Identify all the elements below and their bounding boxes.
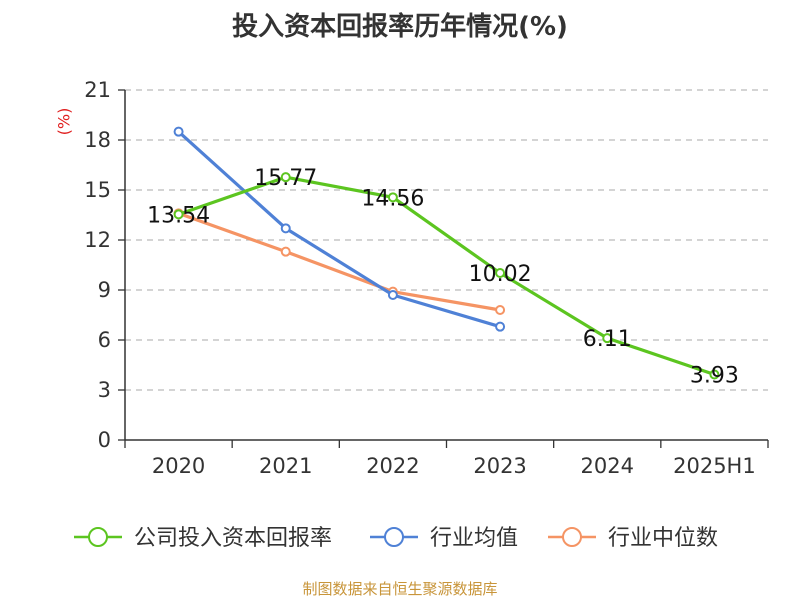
data-point — [495, 305, 506, 315]
y-tick-label: 12 — [84, 228, 111, 252]
x-tick-label: 2024 — [581, 454, 634, 478]
y-tick-label: 0 — [98, 428, 111, 452]
x-tick-label: 2021 — [259, 454, 312, 478]
y-tick-label: 21 — [84, 78, 111, 102]
source-note: 制图数据来自恒生聚源数据库 — [302, 580, 498, 598]
data-label: 6.11 — [583, 327, 632, 352]
legend: 公司投入资本回报率 行业均值 行业中位数 — [74, 526, 718, 551]
data-point — [495, 268, 506, 278]
x-tick-label: 2022 — [366, 454, 419, 478]
y-tick-label: 6 — [98, 328, 111, 352]
legend-marker — [88, 527, 108, 547]
series-line — [177, 130, 501, 329]
data-point — [602, 333, 613, 344]
y-tick-label: 3 — [98, 378, 111, 402]
data-point — [280, 223, 291, 234]
legend-label: 行业中位数 — [608, 526, 718, 551]
data-point — [280, 246, 291, 257]
data-label: 10.02 — [469, 262, 532, 287]
y-tick-label: 15 — [84, 178, 111, 202]
chart-title: 投入资本回报率历年情况(%) — [232, 12, 568, 42]
y-tick-label: 18 — [84, 128, 111, 152]
series-line — [178, 175, 715, 377]
data-label: 3.93 — [690, 364, 739, 389]
data-point — [280, 172, 291, 183]
legend-marker — [384, 527, 404, 547]
series-lines — [173, 126, 720, 380]
y-tick-label: 9 — [98, 278, 111, 302]
data-point — [387, 290, 398, 300]
axes: 0 3 6 9 12 15 18 21 2020 2021 2022 2023 2024 2025H1 — [84, 78, 769, 478]
data-label: 15.77 — [254, 166, 317, 191]
grid-lines — [125, 89, 768, 391]
series-line — [178, 211, 501, 312]
data-labels: 13.54 15.77 14.56 10.02 6.11 3.93 — [147, 166, 739, 388]
data-point — [173, 209, 184, 220]
data-point — [387, 192, 398, 203]
legend-marker — [562, 527, 582, 547]
x-tick-label: 2020 — [152, 454, 205, 478]
legend-label: 行业均值 — [430, 526, 518, 551]
data-point — [709, 369, 720, 380]
x-tick-label: 2023 — [473, 454, 526, 478]
x-tick-label: 2025H1 — [673, 454, 756, 478]
legend-label: 公司投入资本回报率 — [134, 526, 332, 551]
data-point — [495, 321, 506, 332]
data-point — [173, 126, 184, 137]
data-label: 14.56 — [361, 186, 424, 211]
data-label: 13.54 — [147, 203, 210, 228]
